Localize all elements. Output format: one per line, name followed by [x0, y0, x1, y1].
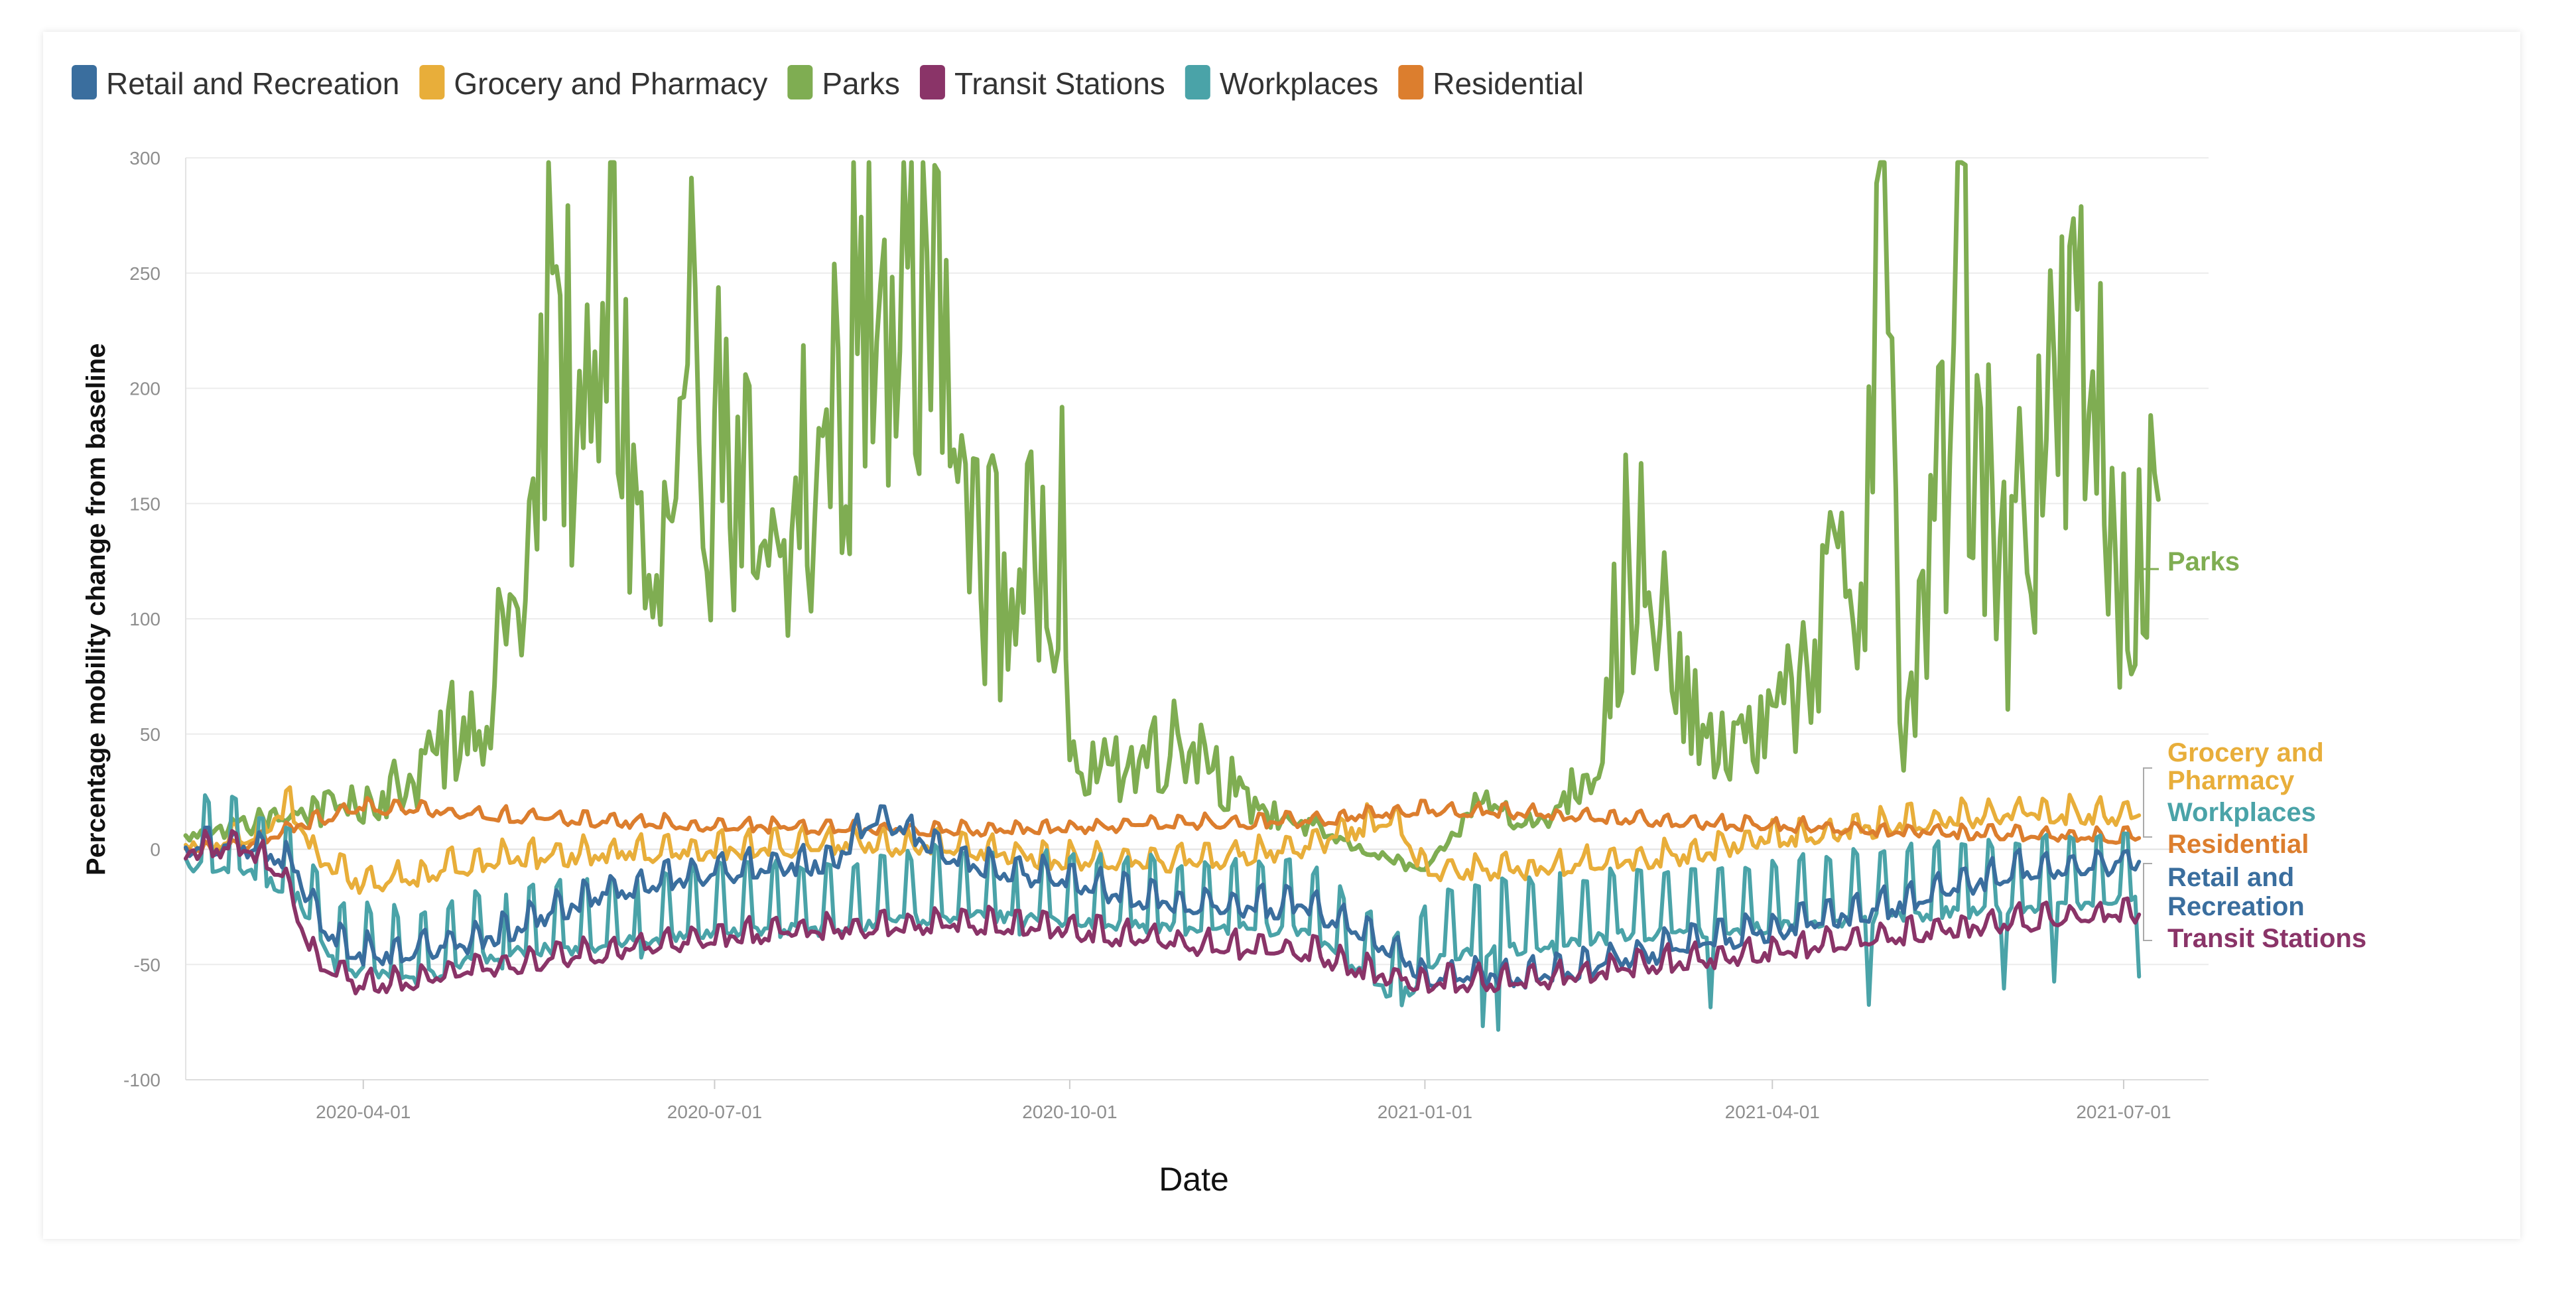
legend-swatch	[419, 65, 445, 99]
legend-label: Workplaces	[1220, 66, 1378, 101]
y-axis-ticks: -100 -50 0 50 100 150 200 250 300	[123, 148, 161, 1090]
legend-item-retail-and-recreation[interactable]: Retail and Recreation	[72, 65, 399, 101]
end-label-text: Recreation	[2167, 892, 2305, 921]
legend-item-transit-stations[interactable]: Transit Stations	[919, 65, 1165, 101]
series-line-residential	[184, 796, 2142, 856]
legend-item-residential[interactable]: Residential	[1398, 65, 1584, 101]
y-tick-label: 250	[129, 263, 161, 284]
x-tick-label: 2020-10-01	[1022, 1102, 1117, 1122]
series-line-grocery-and-pharmacy	[184, 785, 2142, 895]
y-tick-label: 200	[129, 379, 161, 399]
legend-label: Transit Stations	[954, 66, 1165, 101]
y-tick-label: 50	[140, 724, 161, 745]
legend-item-parks[interactable]: Parks	[787, 65, 900, 101]
legend-label: Grocery and Pharmacy	[454, 66, 767, 101]
y-tick-label: -50	[134, 954, 161, 975]
y-axis-title: Percentage mobility change from baseline	[82, 344, 111, 875]
y-tick-label: -100	[123, 1070, 161, 1090]
end-label-text: Workplaces	[2167, 798, 2316, 827]
upper-bracket	[2143, 767, 2152, 838]
x-tick-label: 2020-07-01	[667, 1102, 762, 1122]
series-line-transit-stations	[184, 828, 2142, 996]
end-label-text: Grocery and	[2167, 738, 2324, 767]
end-label-transit-stations: Transit Stations	[2167, 924, 2366, 953]
end-label-text: Retail and	[2167, 863, 2294, 892]
series-lines	[183, 160, 2161, 1032]
series-line-retail-and-recreation	[184, 804, 2142, 990]
legend-swatch	[787, 65, 813, 99]
legend-item-grocery-and-pharmacy[interactable]: Grocery and Pharmacy	[419, 65, 767, 101]
y-tick-label: 150	[129, 493, 161, 514]
end-label-residential: Residential	[2167, 830, 2309, 859]
end-label-text: Transit Stations	[2167, 924, 2366, 953]
end-label-workplaces: Workplaces	[2167, 798, 2316, 827]
x-tick-label: 2021-01-01	[1378, 1102, 1472, 1122]
end-label-text: Residential	[2167, 830, 2309, 859]
end-label-text: Pharmacy	[2167, 766, 2295, 795]
y-tick-label: 300	[129, 148, 161, 168]
legend-swatch	[919, 65, 945, 99]
end-label-parks: Parks	[2167, 547, 2240, 576]
legend-swatch	[1398, 65, 1424, 99]
legend-label: Retail and Recreation	[106, 66, 399, 101]
series-line-workplaces	[184, 793, 2142, 1032]
legend-item-workplaces[interactable]: Workplaces	[1185, 65, 1378, 101]
x-tick-label: 2021-07-01	[2076, 1102, 2171, 1122]
lower-bracket	[2143, 863, 2152, 941]
x-axis-title: Date	[1159, 1161, 1229, 1198]
end-label-text: Parks	[2167, 547, 2240, 576]
y-tick-label: 0	[150, 840, 161, 860]
x-tick-label: 2021-04-01	[1725, 1102, 1820, 1122]
x-tick-label: 2020-04-01	[316, 1102, 411, 1122]
x-axis-ticks: 2020-04-01 2020-07-01 2020-10-01 2021-01-01…	[316, 1080, 2171, 1122]
y-tick-label: 100	[129, 609, 161, 629]
series-line-parks	[183, 160, 2161, 873]
grid-lines	[185, 157, 2209, 1080]
legend-swatch	[72, 65, 97, 99]
legend-label: Residential	[1433, 66, 1584, 101]
legend-label: Parks	[822, 66, 900, 101]
legend: Retail and Recreation Grocery and Pharmac…	[72, 65, 1584, 101]
legend-swatch	[1185, 65, 1210, 99]
chart-card	[43, 32, 2520, 1239]
